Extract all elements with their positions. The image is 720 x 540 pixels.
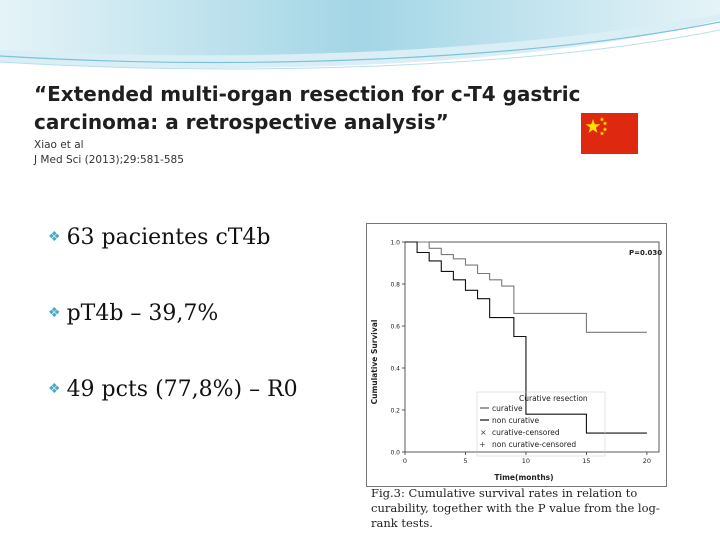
figure-caption: Fig.3: Cumulative survival rates in rela… <box>371 486 660 530</box>
y-tick-label: 0.2 <box>390 408 400 415</box>
legend: Curative resection curative non curative… <box>476 391 606 457</box>
x-axis-label: Time(months) <box>494 473 553 482</box>
decorative-header-band <box>0 0 720 70</box>
bullet-marker-icon: ❖ <box>48 229 61 245</box>
x-tick-label: 0 <box>403 457 407 465</box>
bullet-text: 49 pcts (77,8%) – R0 <box>66 377 298 402</box>
bullet-text: pT4b – 39,7% <box>66 301 219 326</box>
bullet-item: ❖ pT4b – 39,7% <box>48 301 218 326</box>
legend-item: non curative <box>492 416 539 425</box>
chart-curves <box>405 241 647 434</box>
survival-curve-non-curative <box>405 241 647 434</box>
bullet-marker-icon: ❖ <box>48 381 61 397</box>
x-tick-label: 10 <box>522 457 530 465</box>
bullet-text: 63 pacientes cT4b <box>66 225 271 250</box>
citation-authors: Xiao et al <box>34 139 84 151</box>
bullet-marker-icon: ❖ <box>48 305 61 321</box>
plus-marker-icon: + <box>479 440 486 449</box>
legend-item: curative <box>492 404 523 413</box>
x-marker-icon: × <box>480 428 487 437</box>
y-tick-label: 0.6 <box>390 324 400 331</box>
p-value-label: P=0.030 <box>629 249 662 257</box>
y-tick-label: 0.4 <box>390 366 400 373</box>
x-tick-label: 5 <box>463 457 467 465</box>
chart-axes: 1.0 0.8 0.6 0.4 0.2 0.00 5 10 15 20 <box>390 240 660 465</box>
bullet-item: ❖ 49 pcts (77,8%) – R0 <box>48 377 298 402</box>
survival-curve-curative <box>405 241 647 333</box>
bullet-item: ❖ 63 pacientes cT4b <box>48 225 271 250</box>
citation-journal: J Med Sci (2013);29:581-585 <box>34 154 184 166</box>
y-tick-label: 0.8 <box>390 282 400 289</box>
y-axis-label: Cumulative Survival <box>370 320 379 405</box>
slide-title: “Extended multi-organ resection for c-T4… <box>34 82 581 134</box>
legend-item: curative-censored <box>492 428 560 437</box>
legend-title: Curative resection <box>519 394 588 403</box>
y-tick-label: 1.0 <box>390 240 400 247</box>
y-tick-label: 0.0 <box>390 450 400 457</box>
x-tick-label: 20 <box>643 457 651 465</box>
china-flag-icon <box>581 113 638 154</box>
km-chart: 1.0 0.8 0.6 0.4 0.2 0.00 5 10 15 20 P=0.030 Cumul… <box>367 224 666 486</box>
citation: Xiao et al J Med Sci (2013);29:581-585 <box>34 138 184 168</box>
plot-frame <box>404 241 660 453</box>
x-tick-label: 15 <box>582 457 590 465</box>
legend-item: non curative-censored <box>492 440 576 449</box>
survival-figure: 1.0 0.8 0.6 0.4 0.2 0.0 0 5 10 15 20 P=0.030 Cumul… <box>366 223 667 487</box>
